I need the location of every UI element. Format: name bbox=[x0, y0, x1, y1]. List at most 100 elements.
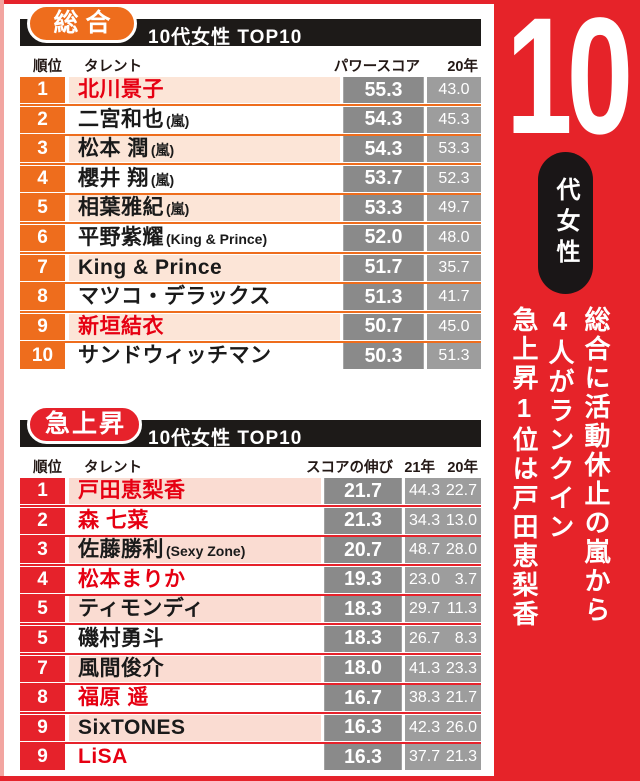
prev-score-value: 42.3 bbox=[409, 718, 441, 736]
score-cell: 50.3 bbox=[343, 343, 424, 370]
table-row: 2 森 七菜 21.3 34.3 13.0 bbox=[20, 507, 481, 537]
score-cell: 21.3 bbox=[324, 507, 402, 534]
name-cell: 戸田恵梨香 bbox=[69, 478, 321, 504]
talent-group-suffix: (Sexy Zone) bbox=[166, 543, 246, 560]
rank-cell: 9 bbox=[20, 313, 65, 340]
score-cell: 16.7 bbox=[324, 685, 402, 712]
talent-group-suffix: (嵐) bbox=[150, 142, 175, 159]
score-cell: 18.3 bbox=[324, 596, 402, 623]
prev-score-value: 41.3 bbox=[409, 659, 441, 677]
score-cell: 21.7 bbox=[324, 478, 402, 504]
table-row: 5 磯村勇斗 18.3 26.7 8.3 bbox=[20, 625, 481, 655]
prev-score-value: 28.0 bbox=[445, 541, 477, 559]
table-row: 7 King & Prince 51.7 35.7 bbox=[20, 254, 481, 284]
prev-score-value: 45.0 bbox=[438, 317, 470, 335]
rank-cell: 2 bbox=[20, 507, 65, 534]
name-cell: 新垣結衣 bbox=[69, 313, 340, 340]
score-cell: 54.3 bbox=[343, 106, 424, 133]
score-cell: 18.3 bbox=[324, 625, 402, 652]
prev-score-value: 29.7 bbox=[409, 600, 441, 618]
prev-scores-cell: 45.0 bbox=[427, 313, 481, 340]
name-cell: ティモンディ bbox=[69, 596, 321, 623]
rising-ranking-section: 急上昇 10代女性 TOP10 順位 タレント スコアの伸び 21年 20年 1… bbox=[20, 405, 481, 774]
talent-name: 松本まりか bbox=[78, 567, 186, 591]
name-cell: 福原 遥 bbox=[69, 685, 321, 711]
col-header-prev1: 21年 bbox=[404, 460, 435, 476]
talent-name: LiSA bbox=[78, 745, 128, 769]
prev-scores-cell: 45.3 bbox=[427, 106, 481, 133]
table-row: 9 新垣結衣 50.7 45.0 bbox=[20, 313, 481, 343]
prev-score-value: 43.0 bbox=[438, 81, 470, 98]
rank-cell: 8 bbox=[20, 284, 65, 311]
prev-score-value: 49.7 bbox=[438, 199, 470, 217]
talent-name: 平野紫耀 bbox=[78, 225, 164, 249]
table-row: 9 LiSA 16.3 37.7 21.3 bbox=[20, 744, 481, 771]
prev-scores-cell: 37.7 21.3 bbox=[405, 744, 481, 771]
rank-cell: 5 bbox=[20, 195, 65, 222]
table-row: 8 福原 遥 16.7 38.3 21.7 bbox=[20, 685, 481, 715]
talent-name: 福原 遥 bbox=[78, 686, 149, 710]
talent-name: 松本 潤 bbox=[78, 137, 149, 161]
name-cell: 森 七菜 bbox=[69, 508, 321, 534]
table-row: 7 風間俊介 18.0 41.3 23.3 bbox=[20, 655, 481, 685]
score-cell: 51.3 bbox=[343, 284, 424, 311]
talent-name: マツコ・デラックス bbox=[78, 285, 271, 309]
table-row: 8 マツコ・デラックス 51.3 41.7 bbox=[20, 284, 481, 314]
rank-cell: 5 bbox=[20, 625, 65, 652]
table-row: 10 サンドウィッチマン 50.3 51.3 bbox=[20, 343, 481, 370]
prev-scores-cell: 26.7 8.3 bbox=[405, 625, 481, 652]
name-cell: 北川景子 bbox=[69, 77, 340, 103]
overall-title-bar: 総合 10代女性 TOP10 bbox=[20, 4, 481, 48]
rank-cell: 1 bbox=[20, 478, 65, 504]
col-header-name: タレント bbox=[84, 460, 142, 476]
talent-name: 櫻井 翔 bbox=[78, 166, 149, 190]
prev-score-value: 23.0 bbox=[409, 570, 441, 588]
score-cell: 50.7 bbox=[343, 313, 424, 340]
col-header-name: タレント bbox=[84, 59, 142, 75]
prev-score-value: 45.3 bbox=[438, 110, 470, 128]
col-header-prev2: 20年 bbox=[447, 460, 478, 476]
prev-score-value: 21.7 bbox=[445, 689, 477, 707]
talent-name: 北川景子 bbox=[78, 78, 164, 101]
talent-name: 風間俊介 bbox=[78, 656, 164, 680]
name-cell: 磯村勇斗 bbox=[69, 626, 321, 652]
col-header-score: パワースコア bbox=[333, 59, 420, 75]
table-row: 3 佐藤勝利 (Sexy Zone) 20.7 48.7 28.0 bbox=[20, 537, 481, 567]
prev-score-value: 11.3 bbox=[447, 600, 477, 618]
prev-scores-cell: 41.3 23.3 bbox=[405, 655, 481, 682]
table-row: 1 戸田恵梨香 21.7 44.3 22.7 bbox=[20, 478, 481, 507]
table-row: 9 SixTONES 16.3 42.3 26.0 bbox=[20, 714, 481, 744]
talent-name: King & Prince bbox=[78, 255, 223, 279]
talent-name: 磯村勇斗 bbox=[78, 626, 164, 650]
name-cell: LiSA bbox=[69, 744, 321, 770]
name-cell: 風間俊介 bbox=[69, 655, 321, 682]
score-cell: 16.3 bbox=[324, 744, 402, 771]
headline-line: 急上昇1位は戸田恵梨香 bbox=[509, 306, 539, 629]
name-cell: 松本まりか bbox=[69, 567, 321, 593]
prev-score-value: 44.3 bbox=[409, 482, 441, 499]
rank-cell: 1 bbox=[20, 77, 65, 103]
table-row: 3 松本 潤 (嵐) 54.3 53.3 bbox=[20, 136, 481, 166]
rank-cell: 7 bbox=[20, 254, 65, 281]
table-row: 1 北川景子 55.3 43.0 bbox=[20, 77, 481, 106]
prev-scores-cell: 44.3 22.7 bbox=[405, 478, 481, 504]
age-gender-pill: 代女性 bbox=[538, 152, 593, 294]
prev-score-value: 26.0 bbox=[445, 718, 477, 736]
rank-cell: 2 bbox=[20, 106, 65, 133]
score-cell: 53.3 bbox=[343, 195, 424, 222]
prev-scores-cell: 51.3 bbox=[427, 343, 481, 370]
score-cell: 18.0 bbox=[324, 655, 402, 682]
name-cell: SixTONES bbox=[69, 714, 321, 741]
table-row: 2 二宮和也 (嵐) 54.3 45.3 bbox=[20, 106, 481, 136]
prev-scores-cell: 48.0 bbox=[427, 224, 481, 251]
prev-score-value: 41.7 bbox=[438, 288, 470, 306]
prev-score-value: 53.3 bbox=[438, 140, 470, 158]
rank-cell: 3 bbox=[20, 537, 65, 564]
col-header-score: スコアの伸び bbox=[306, 460, 393, 476]
name-cell: 櫻井 翔 (嵐) bbox=[69, 166, 340, 192]
talent-name: 森 七菜 bbox=[78, 508, 149, 532]
rank-cell: 8 bbox=[20, 685, 65, 712]
rising-column-headers: 順位 タレント スコアの伸び 21年 20年 bbox=[20, 455, 481, 476]
headline-vertical-text: 総合に活動休止の嵐から 4人がランクイン 急上昇1位は戸田恵梨香 bbox=[506, 306, 614, 666]
rank-cell: 6 bbox=[20, 224, 65, 251]
